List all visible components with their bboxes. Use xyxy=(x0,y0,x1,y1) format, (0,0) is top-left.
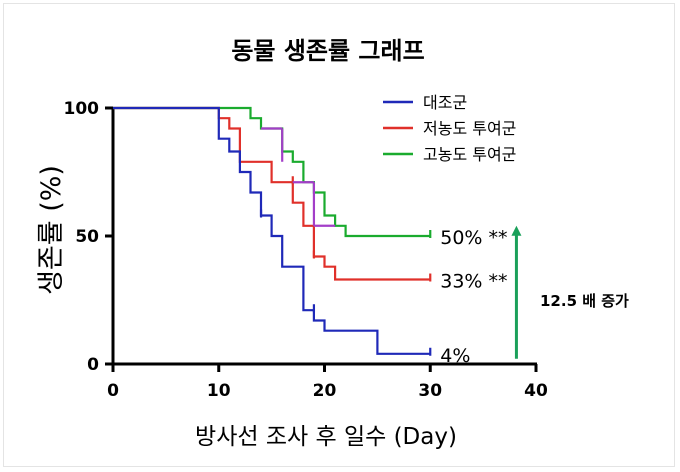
figure-border xyxy=(3,3,675,467)
series-overlap-highlight xyxy=(261,127,336,227)
legend-label: 고농도 투여군 xyxy=(423,145,516,164)
y-tick-label: 50 xyxy=(75,227,99,247)
y-tick-label: 0 xyxy=(87,355,99,375)
y-tick-label: 100 xyxy=(64,99,100,119)
x-tick-label: 20 xyxy=(313,381,337,401)
chart-title: 동물 생존률 그래프 xyxy=(231,37,424,65)
annotation: 12.5 배 증가 xyxy=(511,225,629,359)
x-tick-label: 10 xyxy=(207,381,231,401)
legend-label: 대조군 xyxy=(423,93,467,112)
annotation-label: 12.5 배 증가 xyxy=(540,292,629,310)
x-tick-label: 40 xyxy=(524,381,548,401)
series-line xyxy=(113,106,431,281)
end-label: 50% ** xyxy=(440,227,507,249)
x-tick-label: 0 xyxy=(107,381,119,401)
axes: 0 10 20 30 40 0 50 100 xyxy=(64,99,548,401)
series-line xyxy=(113,106,431,355)
x-axis-label: 방사선 조사 후 일수 (Day) xyxy=(195,424,457,450)
series-line xyxy=(113,106,431,238)
series-control xyxy=(113,106,432,356)
annotation-arrow-head xyxy=(511,225,522,236)
series-low-dose xyxy=(113,106,432,282)
series-layer: 4% 33% ** 50% ** xyxy=(113,106,508,367)
end-label: 33% ** xyxy=(440,271,507,293)
y-axis-label: 생존률 (%) xyxy=(36,165,67,295)
end-label: 4% xyxy=(440,345,470,367)
series-high-dose xyxy=(113,106,432,238)
x-tick-label: 30 xyxy=(418,381,442,401)
legend-label: 저농도 투여군 xyxy=(423,119,516,138)
